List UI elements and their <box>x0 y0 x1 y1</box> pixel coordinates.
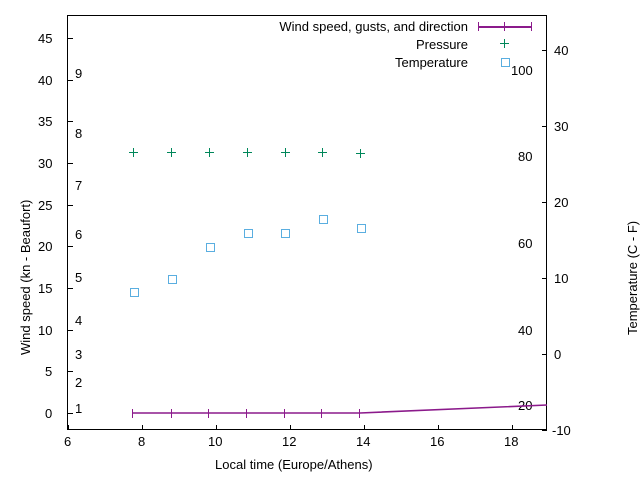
legend-symbol-line-tick-mid <box>504 22 506 31</box>
x-tick-mark <box>68 425 69 430</box>
pressure-point <box>129 148 138 157</box>
y-right-tick-mark <box>542 278 547 279</box>
y-right-tick-mark <box>542 354 547 355</box>
temperature-point <box>244 229 253 238</box>
x-tick-label: 16 <box>430 434 445 449</box>
y-left-tick-mark <box>68 288 73 289</box>
y-left-tick-mark <box>68 121 73 122</box>
legend-symbol-line-tick-left <box>478 22 480 31</box>
beaufort-label: 3 <box>75 347 83 362</box>
x-tick-mark <box>512 425 513 430</box>
y-left-tick-label: 45 <box>38 31 53 46</box>
beaufort-label: 7 <box>75 178 83 193</box>
x-tick-mark <box>364 425 365 430</box>
plot-area <box>67 15 547 430</box>
beaufort-label: 8 <box>75 126 83 141</box>
y-right-tick-mark <box>542 202 547 203</box>
fahrenheit-label: 40 <box>518 323 533 338</box>
x-tick-label: 18 <box>504 434 519 449</box>
x-tick-mark <box>438 425 439 430</box>
y-right-tick-mark <box>542 50 547 51</box>
x-tick-mark <box>142 425 143 430</box>
y-left-tick-mark <box>68 163 73 164</box>
y-left-tick-mark <box>68 246 73 247</box>
x-tick-label: 14 <box>356 434 371 449</box>
wind-direction-tick <box>284 409 286 418</box>
fahrenheit-label: 80 <box>518 149 533 164</box>
y-left-tick-mark <box>68 38 73 39</box>
y-left-tick-label: 5 <box>45 364 53 379</box>
x-tick-mark <box>216 425 217 430</box>
pressure-point <box>167 148 176 157</box>
y-left-tick-mark <box>68 330 73 331</box>
pressure-point <box>205 148 214 157</box>
legend-item-temperature[interactable]: Temperature <box>178 55 468 70</box>
pressure-point <box>281 148 290 157</box>
y-right-tick-label: 40 <box>554 43 569 58</box>
wind-direction-tick <box>359 409 361 418</box>
fahrenheit-label: 20 <box>518 398 533 413</box>
x-tick-label: 12 <box>282 434 297 449</box>
legend-label-wind-speed: Wind speed, gusts, and direction <box>279 19 468 34</box>
y-right-tick-mark <box>542 126 547 127</box>
x-axis-title: Local time (Europe/Athens) <box>215 457 373 472</box>
beaufort-label: 4 <box>75 313 83 328</box>
y-left-tick-mark <box>68 205 73 206</box>
y-left-tick-label: 10 <box>38 323 53 338</box>
wind-direction-tick <box>171 409 173 418</box>
beaufort-label: 1 <box>75 401 83 416</box>
y-right-tick-mark <box>542 430 547 431</box>
beaufort-label: 9 <box>75 66 83 81</box>
wind-direction-tick <box>246 409 248 418</box>
pressure-point <box>356 149 365 158</box>
legend-label-pressure: Pressure <box>415 37 468 52</box>
x-tick-mark <box>290 425 291 430</box>
temperature-point <box>130 288 139 297</box>
temperature-point <box>319 215 328 224</box>
y-right-tick-label: 10 <box>554 271 569 286</box>
y-axis-left-title: Wind speed (kn - Beaufort) <box>18 199 33 355</box>
temperature-point <box>206 243 215 252</box>
x-tick-label: 6 <box>64 434 72 449</box>
temperature-point <box>357 224 366 233</box>
y-left-tick-label: 20 <box>38 239 53 254</box>
y-axis-right-title: Temperature (C - F) <box>625 220 640 335</box>
y-right-tick-label: 0 <box>554 347 562 362</box>
y-right-tick-label: 30 <box>554 119 569 134</box>
y-left-tick-mark <box>68 80 73 81</box>
legend-label-temperature: Temperature <box>395 55 468 70</box>
beaufort-label: 2 <box>75 375 83 390</box>
y-left-tick-label: 0 <box>45 406 53 421</box>
wind-direction-tick <box>321 409 323 418</box>
wind-direction-tick <box>132 409 134 418</box>
wind-direction-tick <box>208 409 210 418</box>
pressure-point <box>318 148 327 157</box>
y-left-tick-mark <box>68 371 73 372</box>
y-left-tick-label: 35 <box>38 114 53 129</box>
legend-item-wind-speed[interactable]: Wind speed, gusts, and direction <box>178 19 468 34</box>
fahrenheit-label: 100 <box>511 63 533 78</box>
temperature-point <box>281 229 290 238</box>
legend-symbol-square <box>501 58 510 67</box>
y-left-tick-mark <box>68 413 73 414</box>
y-left-tick-label: 40 <box>38 73 53 88</box>
y-right-tick-label: -10 <box>552 423 571 438</box>
temperature-point <box>168 275 177 284</box>
legend-symbol-line-tick-right <box>531 22 533 31</box>
y-left-tick-label: 30 <box>38 156 53 171</box>
y-left-tick-label: 25 <box>38 198 53 213</box>
legend-symbol-plus <box>500 39 509 48</box>
beaufort-label: 5 <box>75 270 83 285</box>
x-tick-label: 10 <box>208 434 223 449</box>
y-left-tick-label: 15 <box>38 281 53 296</box>
y-right-tick-label: 20 <box>554 195 569 210</box>
fahrenheit-label: 60 <box>518 236 533 251</box>
beaufort-label: 6 <box>75 227 83 242</box>
legend-item-pressure[interactable]: Pressure <box>178 37 468 52</box>
x-tick-label: 8 <box>138 434 146 449</box>
pressure-point <box>243 148 252 157</box>
